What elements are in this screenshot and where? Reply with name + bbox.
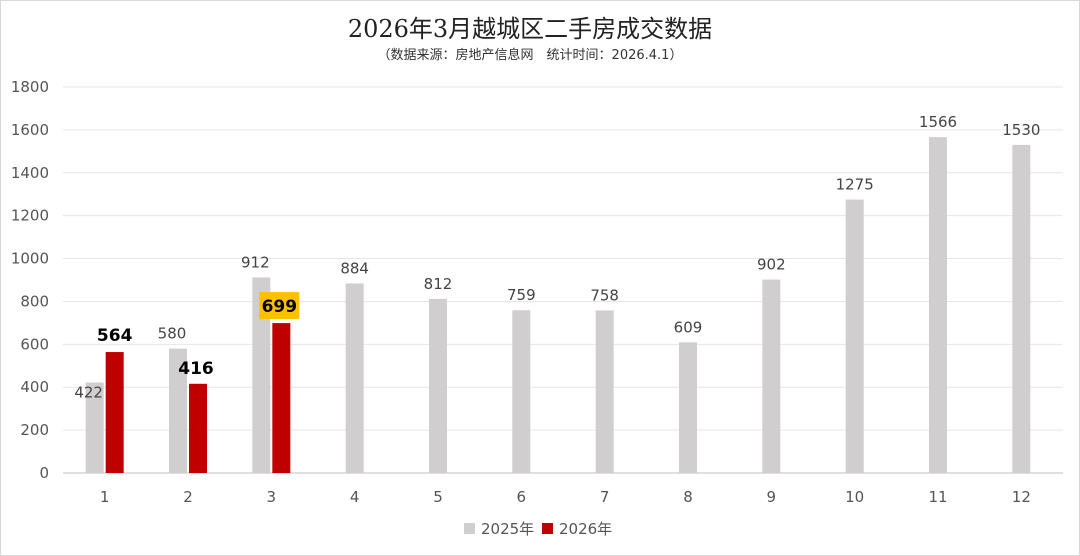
bar-2025 xyxy=(595,310,614,473)
data-label-2025: 1275 xyxy=(836,176,874,194)
data-label-highlight xyxy=(259,292,300,320)
bar-2025 xyxy=(762,279,781,473)
data-label-2025: 758 xyxy=(590,286,619,304)
bar-2025 xyxy=(169,348,187,473)
bar-2025 xyxy=(85,382,104,473)
x-tick-label: 9 xyxy=(767,488,777,506)
y-tick-label: 1600 xyxy=(11,121,49,139)
x-tick-label: 4 xyxy=(350,488,360,506)
x-axis-ticks: 1 2 3 4 5 6 7 8 9 10 11 12 xyxy=(100,488,1031,506)
y-tick-label: 800 xyxy=(20,292,49,310)
bar-2025 xyxy=(1012,144,1031,473)
x-tick-label: 3 xyxy=(267,488,277,506)
bar-2025 xyxy=(345,283,364,473)
y-tick-label: 1800 xyxy=(11,78,49,96)
data-label-2025: 1566 xyxy=(919,113,957,131)
data-label-2025: 580 xyxy=(158,325,187,343)
data-label-2025: 422 xyxy=(74,384,103,402)
data-label-2025: 884 xyxy=(340,259,369,277)
data-label-2025: 759 xyxy=(507,286,536,304)
x-tick-label: 10 xyxy=(845,488,864,506)
legend-swatch xyxy=(464,523,475,534)
data-label-2026: 564 xyxy=(97,326,133,346)
bar-2025 xyxy=(512,310,531,473)
x-tick-label: 12 xyxy=(1012,488,1031,506)
bar-2026 xyxy=(272,323,291,473)
bar-2026 xyxy=(105,352,124,473)
data-label-2026: 699 xyxy=(262,297,298,317)
y-tick-label: 600 xyxy=(20,335,49,353)
bars xyxy=(85,137,1031,474)
chart-title: 2026年3月越城区二手房成交数据 xyxy=(348,15,712,43)
bar-2025 xyxy=(845,199,864,474)
y-tick-label: 1200 xyxy=(11,207,49,225)
x-tick-label: 6 xyxy=(517,488,527,506)
x-tick-label: 8 xyxy=(683,488,693,506)
bar-2025 xyxy=(929,137,947,473)
chart-subtitle: （数据来源：房地产信息网 统计时间：2026.4.1） xyxy=(378,47,683,63)
data-label-2025: 912 xyxy=(241,253,270,271)
y-tick-label: 1400 xyxy=(11,164,49,182)
legend-swatch xyxy=(542,523,553,534)
x-tick-label: 11 xyxy=(928,488,947,506)
bar-2025 xyxy=(429,298,447,473)
x-tick-label: 2 xyxy=(183,488,193,506)
bar-2025 xyxy=(679,342,697,473)
data-label-2025: 902 xyxy=(757,256,786,274)
data-label-2025: 609 xyxy=(674,318,703,336)
y-tick-label: 0 xyxy=(39,464,49,482)
legend-label: 2025年 xyxy=(481,520,534,538)
legend: 2025年 2026年 xyxy=(464,520,612,538)
y-tick-label: 200 xyxy=(20,421,49,439)
data-label-2025: 812 xyxy=(424,275,453,293)
x-tick-label: 5 xyxy=(433,488,443,506)
x-tick-label: 7 xyxy=(600,488,610,506)
grid-layer xyxy=(63,86,1063,474)
data-label-2025: 1530 xyxy=(1002,121,1040,139)
x-tick-label: 1 xyxy=(100,488,110,506)
y-axis-ticks: 0 200 400 600 800 1000 1200 1400 1600 1800 xyxy=(11,78,49,482)
legend-label: 2026年 xyxy=(559,520,612,538)
y-tick-label: 400 xyxy=(20,378,49,396)
data-labels: 422 564 580 416 912 699 884 812 759 758 609 902 1275… xyxy=(74,113,1040,401)
y-tick-label: 1000 xyxy=(11,250,49,268)
bar-2025 xyxy=(252,277,271,473)
data-label-2026: 416 xyxy=(178,359,214,379)
bar-2026 xyxy=(189,383,207,473)
